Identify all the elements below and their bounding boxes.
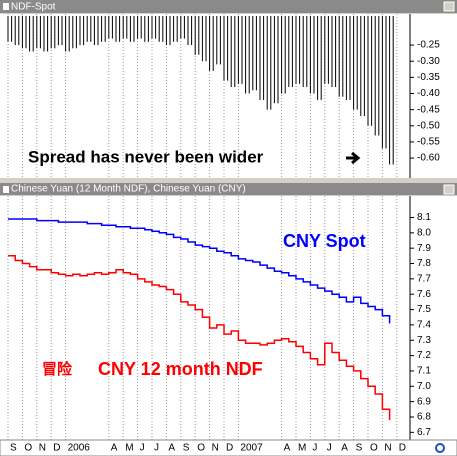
x-tick-label: J xyxy=(327,443,332,454)
title-bar xyxy=(0,0,457,13)
y-tick-label: -0.30 xyxy=(417,56,440,67)
arrow xyxy=(346,151,361,165)
x-tick-label: S xyxy=(356,443,363,454)
x-tick-label: J xyxy=(140,443,145,454)
annotation: Spread has never been wider xyxy=(28,147,264,166)
y-tick-label: 6.7 xyxy=(417,427,431,438)
x-tick-label: 2007 xyxy=(240,443,263,454)
y-tick-label: -0.40 xyxy=(417,88,440,99)
y-tick-label: 7.8 xyxy=(417,258,431,269)
x-tick-label: J xyxy=(312,443,317,454)
y-tick-label: 7.9 xyxy=(417,243,431,254)
y-tick-label: -0.55 xyxy=(417,137,440,148)
x-tick-label: J xyxy=(154,443,159,454)
chart-layer: -0.25 -0.30 -0.35 -0.40 -0.45 -0.50 -0.55 -0.60… xyxy=(7,14,440,454)
annotation: 冒险 xyxy=(42,360,73,378)
x-tick-label: D xyxy=(53,443,60,454)
y-tick-label: 7.3 xyxy=(417,335,431,346)
series-line xyxy=(8,218,391,324)
window-button[interactable] xyxy=(443,184,455,195)
y-tick-label: 8.0 xyxy=(417,227,431,238)
panel-icon xyxy=(3,3,9,10)
title-bar xyxy=(0,183,457,195)
x-tick-label: S xyxy=(10,443,17,454)
y-tick-label: 6.9 xyxy=(417,396,431,407)
panel-title: Chinese Yuan (12 Month NDF), Chinese Yua… xyxy=(11,184,246,195)
y-tick-label: 7.2 xyxy=(417,350,431,361)
x-tick-label: O xyxy=(197,443,205,454)
x-tick-label: A xyxy=(284,443,291,454)
x-tick-label: O xyxy=(24,443,32,454)
x-tick-label: N xyxy=(212,443,219,454)
settings-icon[interactable] xyxy=(435,443,445,453)
y-tick-label: 6.8 xyxy=(417,412,431,423)
y-tick-label: -0.25 xyxy=(417,40,440,51)
x-tick-label: A xyxy=(168,443,175,454)
x-tick-label: N xyxy=(384,443,391,454)
window-button[interactable] xyxy=(443,1,455,12)
x-tick-label: M xyxy=(298,443,306,454)
separator xyxy=(0,178,457,183)
y-tick-label: 7.7 xyxy=(417,274,431,285)
y-tick-label: -0.60 xyxy=(417,153,440,164)
x-tick-label: O xyxy=(370,443,378,454)
annotation: CNY Spot xyxy=(283,231,366,251)
x-tick-label: N xyxy=(39,443,46,454)
plot-background xyxy=(0,196,457,440)
x-tick-label: A xyxy=(341,443,348,454)
y-tick-label: 7.4 xyxy=(417,320,431,331)
y-tick-label: 8.1 xyxy=(417,212,431,223)
y-tick-label: 7.0 xyxy=(417,381,431,392)
y-tick-label: 7.5 xyxy=(417,304,431,315)
y-tick-label: 7.1 xyxy=(417,366,431,377)
x-tick-label: 2006 xyxy=(68,443,91,454)
x-tick-label: A xyxy=(111,443,118,454)
x-tick-label: D xyxy=(399,443,406,454)
x-tick-label: D xyxy=(226,443,233,454)
series-line xyxy=(8,255,391,421)
panel-title: NDF-Spot xyxy=(11,2,56,13)
annotation: CNY 12 month NDF xyxy=(98,359,263,379)
x-tick-label: S xyxy=(183,443,190,454)
y-tick-label: -0.50 xyxy=(417,120,440,131)
y-tick-label: -0.35 xyxy=(417,72,440,83)
x-tick-label: M xyxy=(125,443,133,454)
x-axis-strip xyxy=(0,439,457,456)
panel-icon xyxy=(3,186,9,193)
y-tick-label: 7.6 xyxy=(417,289,431,300)
y-tick-label: -0.45 xyxy=(417,104,440,115)
